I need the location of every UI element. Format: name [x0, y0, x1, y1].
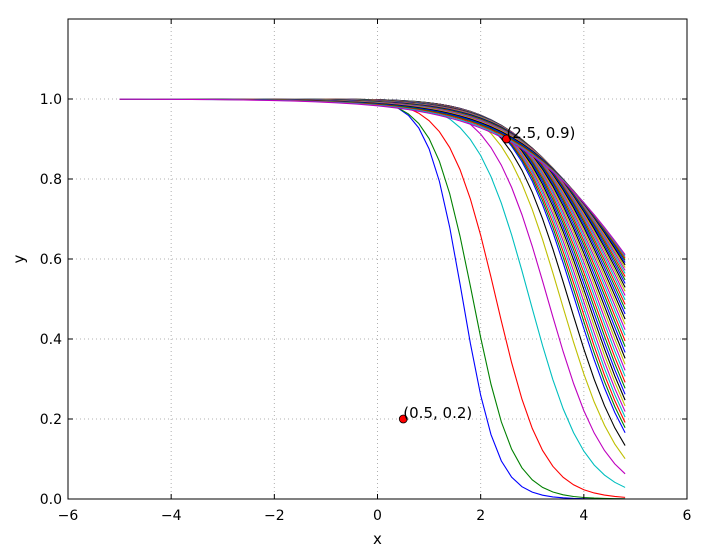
x-tick-label: 2 [476, 508, 485, 524]
x-tick-label: 4 [579, 508, 588, 524]
y-tick-label: 0.8 [40, 172, 62, 188]
annotation-label: (2.5, 0.9) [506, 124, 575, 142]
x-tick-label: −6 [58, 508, 79, 524]
annotation-marker [502, 134, 511, 144]
x-tick-label: −4 [161, 508, 182, 524]
y-tick-label: 0.4 [40, 332, 62, 348]
y-tick-label: 0.6 [40, 252, 62, 268]
y-tick-label: 0.0 [40, 492, 62, 508]
x-tick-label: 0 [373, 508, 382, 524]
annotation-label: (0.5, 0.2) [403, 404, 472, 422]
annotation-marker [398, 414, 408, 424]
y-axis-label: y [10, 254, 28, 263]
axis-ticks: −6 −4 −2 0 2 4 6 0.0 0.2 0.4 0.6 0.8 1.0 [40, 19, 692, 524]
annotation-group: (0.5, 0.2) (2.5, 0.9) [398, 124, 575, 424]
y-tick-label: 1.0 [40, 92, 62, 108]
y-tick-label: 0.2 [40, 412, 62, 428]
x-axis-label: x [373, 530, 382, 548]
series-group [119, 98, 626, 500]
x-tick-label: −2 [264, 508, 285, 524]
series-line [119, 98, 626, 256]
x-tick-label: 6 [683, 508, 692, 524]
